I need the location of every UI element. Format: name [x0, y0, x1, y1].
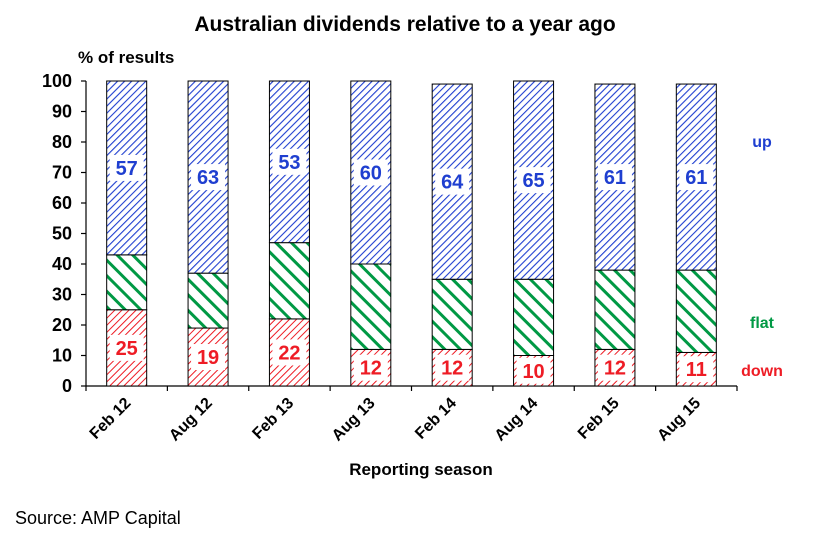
y-tick-label: 20	[52, 315, 72, 335]
y-tick-label: 80	[52, 132, 72, 152]
data-label-bg	[597, 354, 632, 381]
source-note: Source: AMP Capital	[15, 508, 181, 528]
data-label-bg	[109, 334, 144, 361]
x-tick-label: Aug 15	[654, 395, 704, 445]
data-label-down: 11	[686, 359, 707, 381]
data-label-up: 60	[360, 163, 382, 185]
data-label-down: 12	[360, 358, 382, 380]
data-label-bg	[353, 354, 388, 381]
data-label-bg	[272, 339, 307, 366]
data-label-down: 10	[522, 361, 544, 383]
data-label-up: 63	[197, 167, 219, 189]
data-label-down: 25	[116, 338, 138, 360]
data-label-up: 53	[278, 152, 300, 174]
x-tick-label: Feb 12	[87, 395, 135, 443]
y-tick-label: 40	[52, 254, 72, 274]
y-tick-label: 30	[52, 285, 72, 305]
data-label-down: 19	[197, 347, 219, 369]
data-label-up: 57	[116, 158, 138, 180]
y-tick-label: 0	[62, 376, 72, 396]
x-tick-label: Aug 14	[492, 395, 542, 445]
y-tick-label: 60	[52, 193, 72, 213]
y-tick-label: 100	[42, 71, 72, 91]
bar-segment-flat	[350, 263, 392, 350]
data-label-down: 22	[278, 342, 300, 364]
legend-label-down: down	[741, 363, 783, 380]
data-label-up: 64	[441, 172, 464, 194]
data-label-bg	[597, 164, 632, 191]
x-tick-label: Feb 13	[249, 395, 297, 443]
y-tick-label: 70	[52, 163, 72, 183]
data-label-bg	[435, 168, 470, 195]
bar-segment-flat	[675, 269, 717, 353]
legend-label-up: up	[752, 134, 772, 151]
data-label-bg	[272, 148, 307, 175]
legend-label-flat: flat	[750, 315, 775, 332]
data-label-bg	[516, 167, 551, 194]
x-tick-label: Aug 12	[166, 395, 216, 445]
data-label-up: 65	[522, 170, 544, 192]
bar-segment-flat	[431, 278, 473, 350]
x-tick-label: Feb 15	[575, 395, 623, 443]
data-label-bg	[353, 159, 388, 186]
data-label-bg	[191, 164, 226, 191]
y-axis-label: % of results	[78, 48, 174, 67]
data-label-bg	[679, 164, 714, 191]
data-label-bg	[191, 344, 226, 371]
x-tick-label: Aug 13	[329, 395, 379, 445]
data-label-bg	[109, 154, 144, 181]
data-label-bg	[435, 354, 470, 381]
bar-segment-flat	[594, 269, 636, 350]
chart-title: Australian dividends relative to a year …	[194, 13, 615, 36]
data-label-up: 61	[685, 167, 707, 189]
data-label-bg	[516, 357, 551, 384]
data-label-bg	[679, 356, 714, 383]
y-tick-label: 50	[52, 224, 72, 244]
y-tick-label: 90	[52, 102, 72, 122]
data-label-down: 12	[441, 358, 463, 380]
data-label-up: 61	[604, 167, 626, 189]
bar-segment-flat	[106, 254, 148, 311]
y-tick-label: 10	[52, 346, 72, 366]
bar-segment-flat	[513, 278, 555, 356]
x-tick-label: Feb 14	[412, 395, 460, 443]
plot-area: 0 10 20 30 40 50 60 70 80 90 100 25 57 Feb 12 19 63 Aug …	[42, 71, 783, 445]
bar-segment-flat	[268, 242, 310, 320]
bar-segment-flat	[187, 272, 229, 329]
data-label-down: 12	[604, 358, 626, 380]
x-axis-label: Reporting season	[349, 460, 493, 479]
